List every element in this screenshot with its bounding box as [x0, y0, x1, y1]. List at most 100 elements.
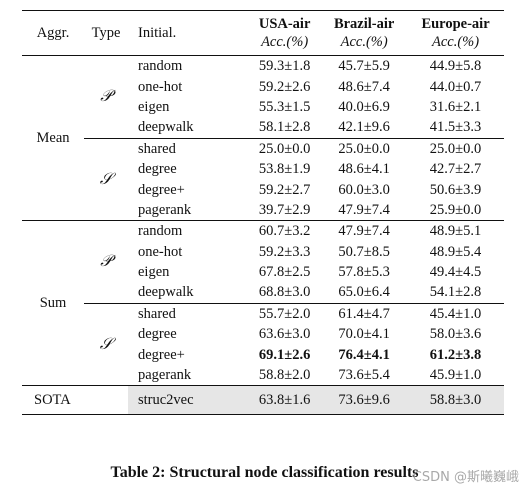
init-cell: eigen — [138, 98, 170, 115]
init-cell: degree — [138, 326, 177, 343]
brazil-cell: 60.0±3.0 — [338, 181, 390, 198]
table-row: Mean 𝒫 random 59.3±1.8 45.7±5.9 44.9±5.8 — [22, 55, 504, 146]
europe-cell: 58.0±3.6 — [429, 326, 482, 343]
results-table-container: Aggr. Type Initial. USA-air Acc.(%) Braz… — [22, 10, 504, 415]
brazil-cell: 73.6±5.4 — [338, 367, 390, 384]
usa-cell: 67.8±2.5 — [258, 264, 311, 281]
europe-cell: 25.0±0.0 — [407, 137, 504, 159]
table-row: one-hot 59.2±3.3 50.7±8.5 48.9±5.4 — [22, 242, 504, 262]
header-usa-metric: Acc.(%) — [261, 34, 309, 50]
sota-europe: 58.8±3.0 — [407, 385, 504, 415]
table-row: Sum 𝒫 random 60.7±3.2 47.9±7.4 48.9±5.1 — [22, 220, 504, 311]
usa-cell: 59.3±1.8 — [258, 58, 311, 75]
brazil-cell: 45.7±5.9 — [338, 58, 390, 75]
brazil-cell: 42.1±9.6 — [338, 119, 390, 136]
results-table: Aggr. Type Initial. USA-air Acc.(%) Braz… — [22, 10, 504, 415]
brazil-cell-best: 76.4±4.1 — [338, 346, 390, 363]
table-row: degree+ 59.2±2.7 60.0±3.0 50.6±3.9 — [22, 179, 504, 199]
table-row: degree 53.8±1.9 48.6±4.1 42.7±2.7 — [22, 159, 504, 179]
type-s-symbol: 𝒮 — [84, 137, 128, 221]
brazil-cell: 65.0±6.4 — [338, 284, 390, 301]
europe-cell: 48.9±5.4 — [429, 243, 482, 260]
europe-cell: 31.6±2.1 — [429, 98, 482, 115]
init-cell: degree — [138, 161, 177, 178]
init-cell: degree+ — [138, 181, 185, 198]
brazil-cell: 40.0±6.9 — [338, 98, 390, 115]
header-initial: Initial. — [138, 24, 177, 41]
table-row: deepwalk 68.8±3.0 65.0±6.4 54.1±2.8 — [22, 282, 504, 303]
table-row: pagerank 58.8±2.0 73.6±5.4 45.9±1.0 — [22, 365, 504, 386]
europe-cell: 44.9±5.8 — [429, 58, 482, 75]
usa-cell: 25.0±0.0 — [248, 137, 322, 159]
usa-cell: 59.2±2.6 — [258, 78, 311, 95]
brazil-cell: 25.0±0.0 — [321, 137, 408, 159]
table-row: degree+ 69.1±2.6 76.4±4.1 61.2±3.8 — [22, 344, 504, 364]
table-row: 𝒮 shared 25.0±0.0 25.0±0.0 25.0±0.0 — [22, 137, 504, 221]
header-brazil: Brazil-air Acc.(%) — [321, 11, 407, 56]
usa-cell: 59.2±3.3 — [258, 243, 311, 260]
header-europe-metric: Acc.(%) — [431, 34, 480, 50]
header-europe-name: Europe-air — [421, 16, 490, 32]
init-cell: deepwalk — [138, 119, 194, 136]
header-brazil-name: Brazil-air — [333, 16, 395, 32]
type-p-symbol: 𝒫 — [100, 86, 112, 106]
table-row: 𝒮 shared 55.7±2.0 61.4±4.7 45.4±1.0 — [22, 302, 504, 386]
sota-usa: 63.8±1.6 — [248, 385, 322, 415]
type-p-symbol: 𝒫 — [100, 251, 112, 271]
europe-cell: 45.4±1.0 — [407, 302, 504, 325]
table-header-row: Aggr. Type Initial. USA-air Acc.(%) Braz… — [22, 10, 504, 56]
europe-cell: 45.9±1.0 — [429, 367, 482, 384]
init-cell: one-hot — [138, 243, 183, 260]
europe-cell: 44.0±0.7 — [429, 78, 482, 95]
init-cell: shared — [128, 137, 248, 159]
table-row: eigen 67.8±2.5 57.8±5.3 49.4±4.5 — [22, 262, 504, 282]
init-cell: pagerank — [138, 367, 192, 384]
europe-cell: 25.9±0.0 — [429, 201, 482, 218]
usa-cell: 58.8±2.0 — [258, 367, 311, 384]
brazil-cell: 50.7±8.5 — [338, 243, 390, 260]
init-cell: shared — [128, 302, 248, 325]
europe-cell: 48.9±5.1 — [429, 223, 482, 240]
usa-cell: 63.6±3.0 — [258, 326, 311, 343]
usa-cell: 59.2±2.7 — [258, 181, 311, 198]
brazil-cell: 47.9±7.4 — [338, 201, 390, 218]
europe-cell: 50.6±3.9 — [429, 181, 482, 198]
init-cell: pagerank — [138, 201, 192, 218]
usa-cell-best: 69.1±2.6 — [258, 346, 311, 363]
europe-cell: 54.1±2.8 — [429, 284, 482, 301]
usa-cell: 55.7±2.0 — [248, 302, 322, 325]
watermark: CSDN @斯曦巍峨 — [412, 470, 519, 485]
sota-brazil: 73.6±9.6 — [321, 385, 408, 415]
europe-cell: 42.7±2.7 — [429, 161, 482, 178]
brazil-cell: 61.4±4.7 — [321, 302, 408, 325]
aggr-mean-label: Mean — [36, 130, 70, 147]
usa-cell: 68.8±3.0 — [258, 284, 311, 301]
brazil-cell: 47.9±7.4 — [338, 223, 390, 240]
sota-row: SOTA struc2vec 63.8±1.6 73.6±9.6 58.8±3.… — [22, 385, 504, 415]
header-europe: Europe-air Acc.(%) — [407, 11, 504, 56]
header-usa: USA-air Acc.(%) — [248, 11, 321, 56]
aggr-sum-label: Sum — [39, 295, 67, 312]
brazil-cell: 57.8±5.3 — [338, 264, 390, 281]
table-row: one-hot 59.2±2.6 48.6±7.4 44.0±0.7 — [22, 76, 504, 96]
header-usa-name: USA-air — [258, 16, 311, 32]
usa-cell: 53.8±1.9 — [258, 161, 311, 178]
usa-cell: 39.7±2.9 — [258, 201, 311, 218]
brazil-cell: 48.6±4.1 — [338, 161, 390, 178]
type-s-symbol: 𝒮 — [84, 302, 128, 386]
table-caption: Table 2: Structural node classification … — [110, 464, 419, 481]
sota-init: struc2vec — [128, 385, 248, 415]
brazil-cell: 70.0±4.1 — [338, 326, 390, 343]
sota-label: SOTA — [34, 391, 71, 408]
header-aggr: Aggr. — [36, 24, 70, 41]
europe-cell: 49.4±4.5 — [429, 264, 482, 281]
init-cell: deepwalk — [138, 284, 194, 301]
europe-cell: 41.5±3.3 — [429, 119, 482, 136]
init-cell: random — [138, 223, 183, 240]
table-row: pagerank 39.7±2.9 47.9±7.4 25.9±0.0 — [22, 200, 504, 221]
table-row: degree 63.6±3.0 70.0±4.1 58.0±3.6 — [22, 324, 504, 344]
europe-cell-best: 61.2±3.8 — [429, 346, 482, 363]
header-type: Type — [91, 24, 121, 41]
init-cell: random — [138, 58, 183, 75]
usa-cell: 58.1±2.8 — [258, 119, 311, 136]
